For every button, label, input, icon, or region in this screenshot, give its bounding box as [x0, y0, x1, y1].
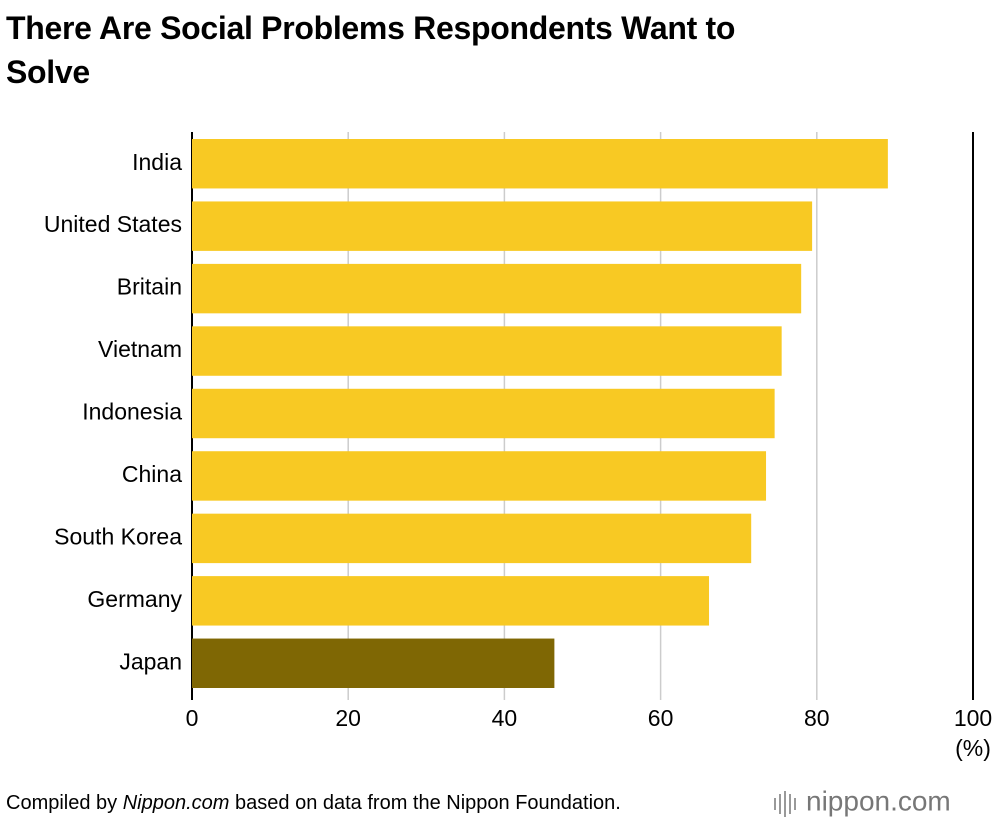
y-tick-label: United States: [44, 211, 182, 237]
source-name: Nippon.com: [123, 792, 230, 814]
bar: [192, 638, 555, 688]
logo-icon: [774, 791, 796, 817]
y-tick-label: India: [132, 149, 182, 175]
x-tick-label: 20: [335, 705, 361, 731]
x-tick-label: 0: [186, 705, 199, 731]
y-tick-label: Vietnam: [98, 336, 182, 362]
x-tick-label: 60: [648, 705, 674, 731]
y-tick-label: Britain: [117, 274, 182, 300]
x-tick-label: 100: [954, 705, 992, 731]
bar: [192, 576, 710, 626]
source: Compiled by Nippon.com based on data fro…: [6, 792, 621, 814]
source-suffix: based on data from the Nippon Foundation…: [235, 792, 621, 814]
bar: [192, 513, 752, 564]
y-tick-label: South Korea: [54, 523, 182, 549]
bar: [192, 139, 888, 189]
chart-title: There Are Social Problems Respondents Wa…: [6, 10, 736, 90]
y-tick-label: Indonesia: [82, 399, 182, 425]
y-tick-label: Japan: [119, 648, 182, 674]
bar: [192, 451, 767, 501]
x-tick-label: 40: [492, 705, 518, 731]
y-tick-label: China: [122, 461, 182, 487]
x-tick-label: 80: [804, 705, 830, 731]
bar: [192, 201, 813, 251]
bar: [192, 388, 775, 439]
source-prefix: Compiled by: [6, 792, 117, 814]
bar: [192, 326, 782, 376]
logo: nippon.com: [806, 785, 951, 816]
x-unit: (%): [955, 735, 991, 761]
y-tick-label: Germany: [87, 586, 182, 612]
bar: [192, 263, 802, 314]
